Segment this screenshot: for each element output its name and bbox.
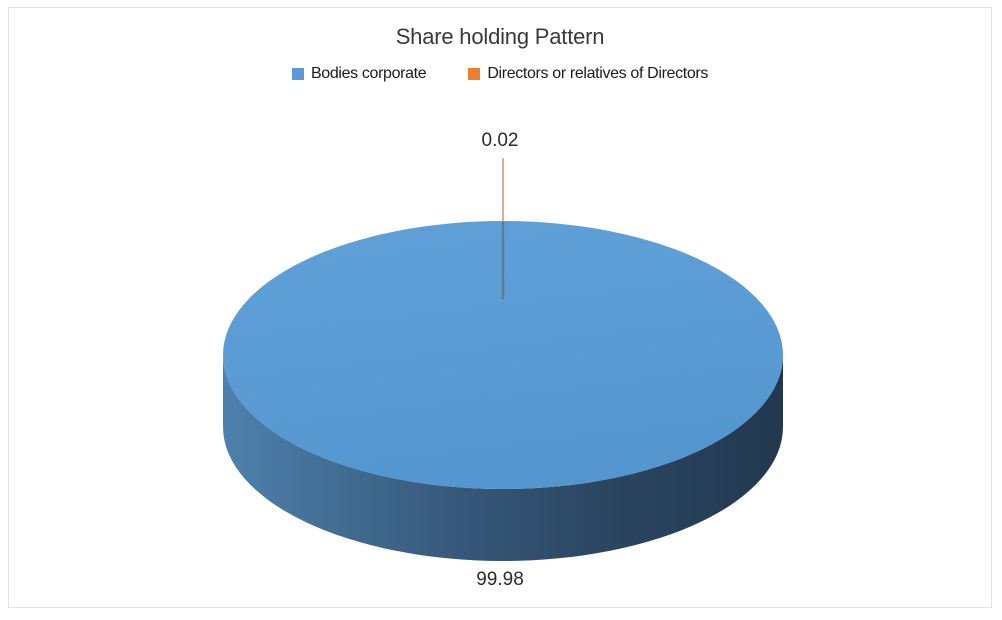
chart-title: Share holding Pattern (395, 24, 605, 49)
pie-slice-bodies-corporate[interactable] (223, 221, 783, 489)
legend-item-directors[interactable]: Directors or relatives of Directors (468, 65, 708, 83)
data-label-small-slice: 0.02 (481, 130, 519, 151)
legend-swatch-icon-bodies-corporate (291, 68, 304, 80)
chart-legend: Bodies corporate Directors or relatives … (9, 65, 991, 83)
pie-chart-3d[interactable] (9, 8, 993, 609)
pie-plot-area: 0.02 99.98 (9, 8, 991, 607)
legend-swatch-icon-directors (468, 68, 481, 80)
legend-item-bodies-corporate[interactable]: Bodies corporate (291, 65, 427, 83)
chart-frame: Share holding Pattern Bodies corporate D… (8, 7, 992, 608)
legend-label-bodies-corporate: Bodies corporate (310, 65, 427, 82)
legend-label-directors: Directors or relatives of Directors (487, 65, 709, 82)
pie-side-wall (223, 355, 783, 561)
data-label-large-slice: 99.98 (476, 569, 524, 590)
